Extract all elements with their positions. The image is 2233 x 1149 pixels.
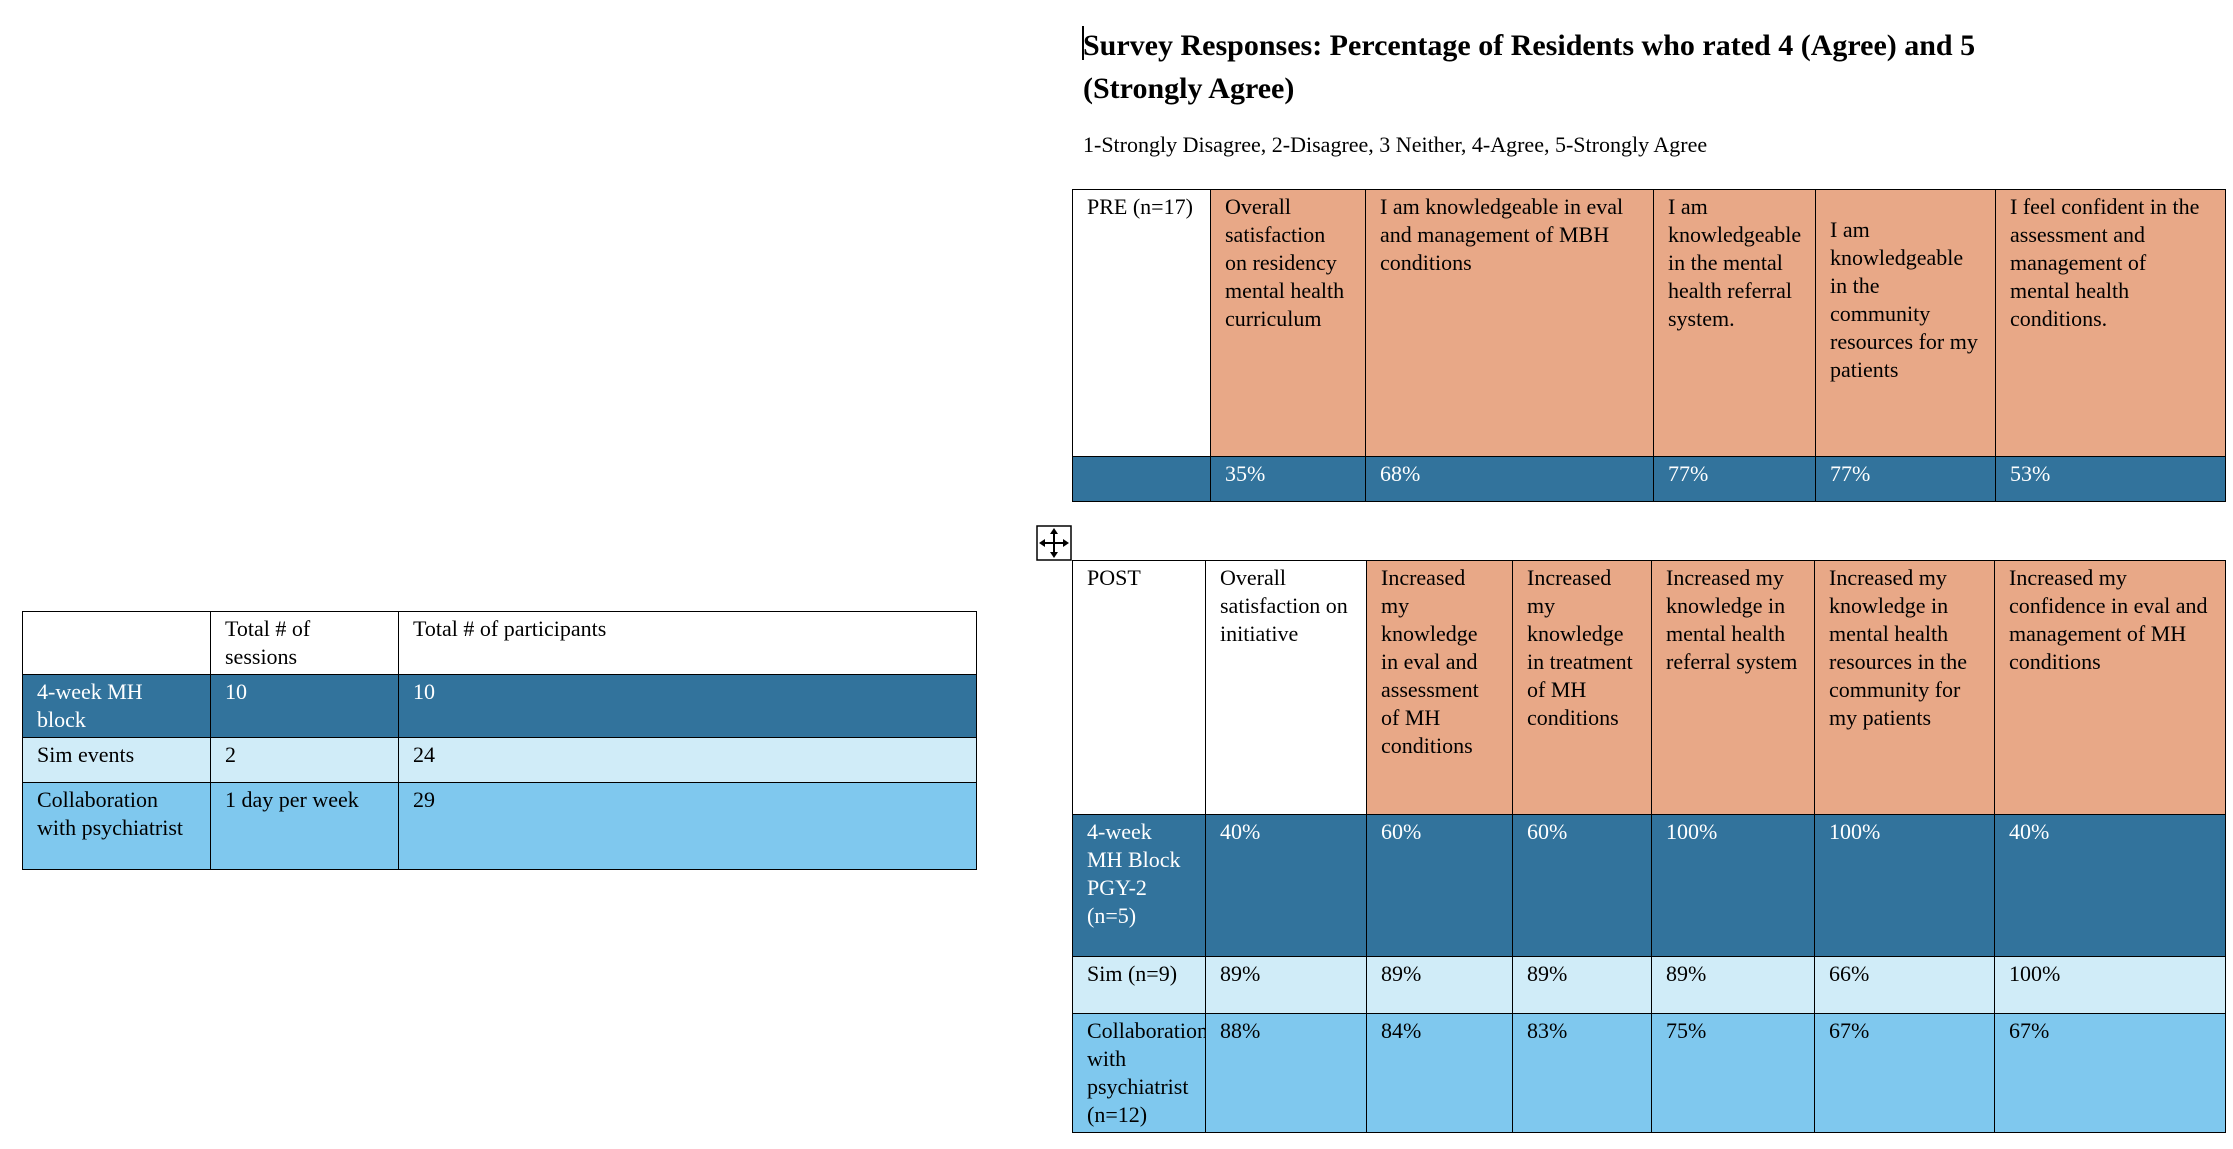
table-cell[interactable]: PRE (n=17): [1072, 189, 1211, 457]
sessions-summary-table: Total # of sessions Total # of participa…: [22, 611, 977, 870]
table-cell[interactable]: 40%: [1994, 814, 2226, 957]
table-cell[interactable]: 10: [398, 674, 977, 738]
table-cell[interactable]: 4-week MH block: [22, 674, 211, 738]
table-cell[interactable]: 35%: [1210, 456, 1366, 502]
table-header-row: POST Overall satisfaction on initiative …: [1072, 560, 2226, 815]
table-cell[interactable]: [22, 611, 211, 675]
table-row: Sim events 2 24: [22, 737, 977, 783]
table-cell[interactable]: Increased my knowledge in treatment of M…: [1512, 560, 1652, 815]
table-header-row: Total # of sessions Total # of participa…: [22, 611, 977, 675]
table-cell[interactable]: I am knowledgeable in eval and managemen…: [1365, 189, 1654, 457]
table-cell[interactable]: Sim (n=9): [1072, 956, 1206, 1014]
table-row: 35% 68% 77% 77% 53%: [1072, 456, 2226, 502]
table-move-handle-icon[interactable]: [1036, 525, 1072, 561]
table-cell[interactable]: Increased my knowledge in eval and asses…: [1366, 560, 1513, 815]
table-cell[interactable]: Collaboration with psychiatrist: [22, 782, 211, 870]
table-cell[interactable]: 67%: [1814, 1013, 1995, 1133]
table-row: Collaboration with psychiatrist (n=12) 8…: [1072, 1013, 2226, 1133]
table-cell[interactable]: Collaboration with psychiatrist (n=12): [1072, 1013, 1206, 1133]
table-cell[interactable]: Increased my knowledge in mental health …: [1651, 560, 1815, 815]
table-cell[interactable]: 1 day per week: [210, 782, 399, 870]
table-row: 4-week MH block 10 10: [22, 674, 977, 738]
table-row: Collaboration with psychiatrist 1 day pe…: [22, 782, 977, 870]
scale-note[interactable]: 1-Strongly Disagree, 2-Disagree, 3 Neith…: [1083, 132, 1708, 157]
table-cell[interactable]: 88%: [1205, 1013, 1367, 1133]
table-cell[interactable]: I am knowledgeable in the community reso…: [1815, 189, 1996, 457]
table-cell[interactable]: 53%: [1995, 456, 2226, 502]
table-cell[interactable]: [1072, 456, 1211, 502]
text-cursor: [1082, 26, 1084, 60]
table-cell[interactable]: 89%: [1205, 956, 1367, 1014]
table-cell[interactable]: 60%: [1512, 814, 1652, 957]
post-survey-table: POST Overall satisfaction on initiative …: [1072, 560, 2226, 1133]
table-cell[interactable]: 89%: [1651, 956, 1815, 1014]
table-cell[interactable]: 10: [210, 674, 399, 738]
table-cell[interactable]: I feel confident in the assessment and m…: [1995, 189, 2226, 457]
table-cell[interactable]: 84%: [1366, 1013, 1513, 1133]
table-cell[interactable]: 40%: [1205, 814, 1367, 957]
table-cell[interactable]: Increased my confidence in eval and mana…: [1994, 560, 2226, 815]
table-header-row: PRE (n=17) Overall satisfaction on resid…: [1072, 189, 2226, 457]
table-cell[interactable]: Increased my knowledge in mental health …: [1814, 560, 1995, 815]
table-cell[interactable]: Total # of participants: [398, 611, 977, 675]
table-cell[interactable]: 100%: [1994, 956, 2226, 1014]
table-cell[interactable]: 24: [398, 737, 977, 783]
table-cell[interactable]: Overall satisfaction on initiative: [1205, 560, 1367, 815]
table-cell[interactable]: 67%: [1994, 1013, 2226, 1133]
table-cell[interactable]: 77%: [1815, 456, 1996, 502]
table-row: 4-week MH Block PGY-2 (n=5) 40% 60% 60% …: [1072, 814, 2226, 957]
table-cell[interactable]: Total # of sessions: [210, 611, 399, 675]
table-cell[interactable]: 77%: [1653, 456, 1816, 502]
table-cell[interactable]: 60%: [1366, 814, 1513, 957]
table-cell[interactable]: 29: [398, 782, 977, 870]
table-cell[interactable]: 100%: [1814, 814, 1995, 957]
table-cell[interactable]: Sim events: [22, 737, 211, 783]
table-cell[interactable]: 4-week MH Block PGY-2 (n=5): [1072, 814, 1206, 957]
pre-survey-table: PRE (n=17) Overall satisfaction on resid…: [1072, 189, 2226, 502]
table-row: Sim (n=9) 89% 89% 89% 89% 66% 100%: [1072, 956, 2226, 1014]
table-cell[interactable]: 89%: [1366, 956, 1513, 1014]
table-cell[interactable]: POST: [1072, 560, 1206, 815]
table-cell[interactable]: Overall satisfaction on residency mental…: [1210, 189, 1366, 457]
table-cell[interactable]: 89%: [1512, 956, 1652, 1014]
table-cell[interactable]: 100%: [1651, 814, 1815, 957]
table-cell[interactable]: 75%: [1651, 1013, 1815, 1133]
table-cell[interactable]: 83%: [1512, 1013, 1652, 1133]
table-cell[interactable]: 66%: [1814, 956, 1995, 1014]
table-cell[interactable]: 68%: [1365, 456, 1654, 502]
table-cell[interactable]: I am knowledgeable in the mental health …: [1653, 189, 1816, 457]
table-cell[interactable]: 2: [210, 737, 399, 783]
page-title[interactable]: Survey Responses: Percentage of Resident…: [1083, 29, 1976, 105]
